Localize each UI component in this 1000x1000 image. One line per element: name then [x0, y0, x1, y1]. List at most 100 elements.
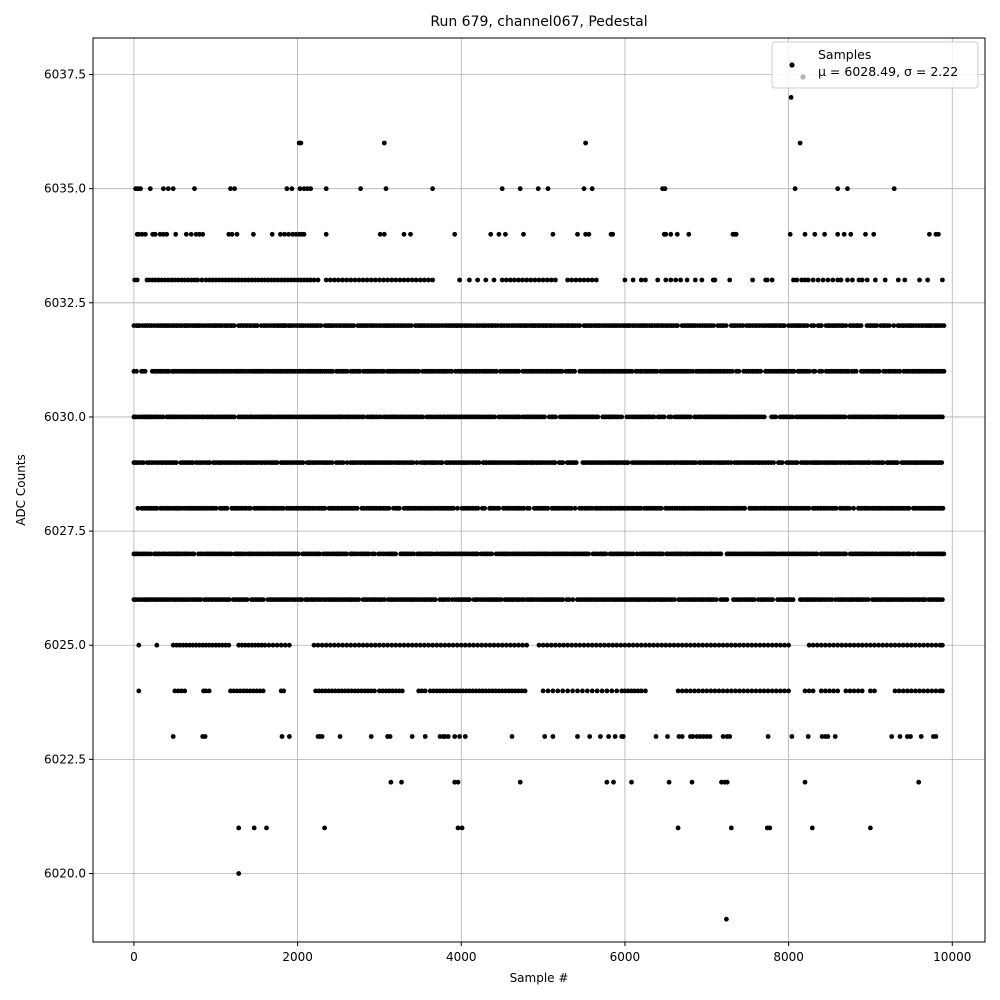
data-point	[180, 642, 186, 648]
data-point	[368, 688, 374, 694]
data-point	[305, 186, 310, 192]
data-point	[827, 688, 832, 694]
data-point	[473, 688, 479, 694]
data-point	[867, 460, 873, 465]
data-point	[173, 460, 179, 465]
data-point	[638, 505, 644, 511]
data-point	[445, 734, 451, 739]
data-point	[555, 688, 561, 694]
data-point	[479, 642, 485, 648]
data-point	[414, 460, 420, 465]
data-point	[138, 186, 143, 192]
legend-marker	[789, 62, 795, 68]
data-point	[471, 642, 476, 648]
data-point	[486, 688, 492, 694]
y-tick-label: 6032.5	[44, 296, 86, 310]
data-point	[917, 642, 922, 648]
data-point	[457, 734, 462, 739]
data-point	[790, 414, 795, 420]
data-point	[622, 688, 628, 694]
data-point	[668, 277, 674, 283]
data-point	[911, 551, 916, 557]
data-point	[323, 642, 329, 648]
data-point	[336, 277, 341, 283]
data-point	[332, 277, 337, 283]
data-point	[921, 642, 926, 648]
data-point	[231, 414, 237, 420]
data-point	[933, 734, 939, 739]
data-point	[791, 368, 797, 374]
data-point	[548, 277, 554, 283]
x-axis-ticks: 0 2000 4000 6000 8000 10000	[130, 942, 971, 964]
data-point	[457, 688, 462, 694]
data-point	[229, 277, 235, 283]
data-point	[689, 779, 695, 785]
data-point	[565, 642, 570, 648]
data-point	[368, 734, 374, 739]
data-point	[835, 642, 841, 648]
data-point	[237, 688, 243, 694]
data-point	[769, 642, 775, 648]
data-point	[609, 688, 615, 694]
data-point	[678, 277, 683, 283]
data-point	[668, 231, 674, 237]
data-point	[847, 688, 853, 694]
data-point	[139, 231, 145, 237]
data-point	[663, 642, 669, 648]
x-axis-label: Sample #	[510, 971, 569, 985]
data-point	[651, 414, 657, 420]
data-point	[393, 642, 399, 648]
data-point	[540, 277, 546, 283]
data-point	[165, 277, 171, 283]
data-point	[366, 551, 371, 557]
data-point	[918, 734, 924, 739]
data-point	[416, 368, 421, 374]
data-point	[340, 460, 346, 465]
data-point	[765, 642, 771, 648]
data-point	[674, 231, 680, 237]
data-point	[737, 688, 742, 694]
data-point	[517, 414, 522, 420]
data-point	[154, 642, 160, 648]
data-point	[859, 688, 865, 694]
data-point	[573, 277, 579, 283]
data-point	[509, 734, 515, 739]
data-point	[183, 231, 189, 237]
data-point	[385, 642, 390, 648]
data-point	[654, 368, 660, 374]
data-point	[888, 642, 894, 648]
data-point	[818, 642, 824, 648]
data-point	[632, 688, 638, 694]
data-points	[131, 95, 947, 922]
data-point	[825, 734, 831, 739]
data-point	[480, 688, 485, 694]
data-point	[794, 277, 800, 283]
data-point	[136, 688, 142, 694]
data-point	[634, 551, 640, 557]
data-point	[143, 231, 148, 237]
data-point	[864, 277, 870, 283]
y-tick-label: 6020.0	[44, 867, 86, 881]
data-point	[318, 323, 324, 328]
data-point	[197, 231, 202, 237]
data-point	[882, 277, 888, 283]
data-point	[606, 734, 611, 739]
data-point	[259, 277, 264, 283]
data-point	[900, 642, 906, 648]
data-point	[941, 551, 947, 557]
data-point	[673, 277, 679, 283]
data-point	[643, 277, 648, 283]
data-point	[699, 277, 705, 283]
data-point	[380, 688, 386, 694]
data-point	[446, 597, 452, 602]
data-point	[317, 551, 322, 557]
data-point	[377, 688, 382, 694]
data-point	[491, 277, 497, 283]
data-point	[467, 688, 472, 694]
data-point	[442, 734, 448, 739]
data-point	[452, 734, 458, 739]
data-point	[865, 597, 871, 602]
data-point	[629, 779, 634, 785]
data-point	[536, 277, 542, 283]
data-point	[401, 231, 407, 237]
